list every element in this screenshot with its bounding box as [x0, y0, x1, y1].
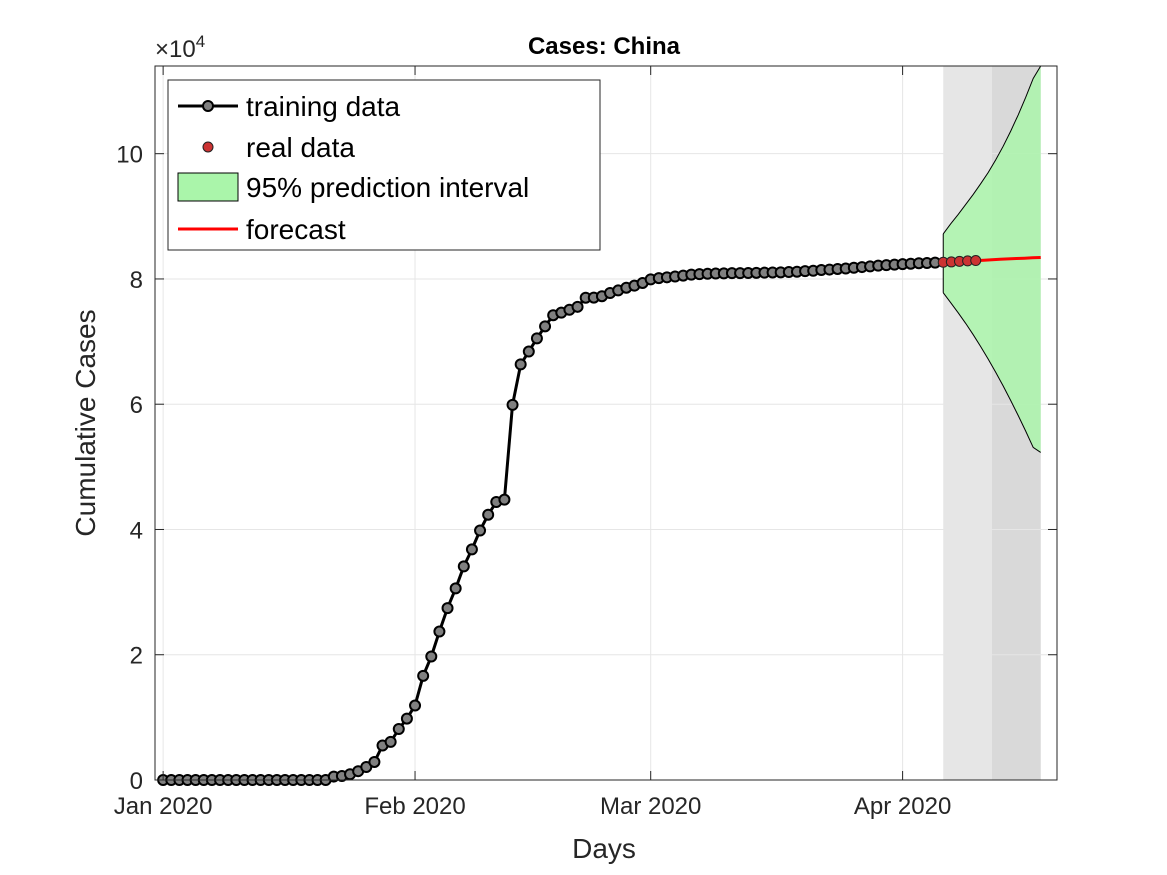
training-data-point: [465, 543, 478, 556]
y-tick-label-2: 4: [130, 517, 143, 544]
real-data-point: [970, 255, 982, 267]
training-data-point: [522, 345, 535, 358]
training-data-point: [392, 723, 405, 736]
training-data-point: [571, 300, 584, 313]
training-data-point: [409, 699, 422, 712]
x-tick-label-3: Apr 2020: [854, 793, 951, 820]
x-axis-label: Days: [572, 833, 636, 864]
legend-label-forecast: forecast: [246, 214, 346, 245]
legend-label-training-data: training data: [246, 91, 401, 122]
training-data-point: [417, 669, 430, 682]
training-data-point: [457, 560, 470, 573]
training-data-point: [441, 602, 454, 615]
training-data-point: [474, 524, 487, 537]
legend-item-training-data: training data: [178, 91, 401, 122]
prediction-interval-lower-edge: [942, 292, 1041, 453]
training-data-point: [530, 332, 543, 345]
x-tick-label-0: Jan 2020: [114, 793, 213, 820]
legend-label-prediction-interval: 95% prediction interval: [246, 172, 529, 203]
x-tick-label-1: Feb 2020: [364, 793, 465, 820]
tick-layer: Jan 2020 Feb 2020 Mar 2020 Apr 2020 0 2 4 6 8 10: [114, 66, 1057, 820]
legend-item-prediction-interval: 95% prediction interval: [177, 172, 529, 203]
training-data-point: [433, 625, 446, 638]
legend-swatch-prediction-band: [177, 172, 239, 202]
legend: training data real data 95% prediction i…: [167, 79, 601, 251]
y-tick-label-0: 0: [130, 768, 143, 795]
forecast-shade-region-0: [943, 66, 992, 780]
training-data-point: [506, 398, 519, 411]
y-tick-label-4: 8: [130, 267, 143, 294]
training-data-point: [498, 493, 511, 506]
y-tick-label-3: 6: [130, 392, 143, 419]
y-exponent-label: ×104: [155, 32, 205, 63]
y-tick-label-5: 10: [116, 142, 143, 169]
training-data-point: [384, 735, 397, 748]
legend-swatch-training-marker: [202, 100, 214, 112]
legend-item-forecast: forecast: [178, 214, 346, 245]
training-data-point: [539, 320, 552, 333]
chart-title: Cases: China: [528, 33, 681, 60]
training-data-point: [400, 712, 413, 725]
training-data-point: [482, 508, 495, 521]
legend-item-real-data: real data: [202, 132, 355, 163]
x-tick-label-2: Mar 2020: [600, 793, 701, 820]
y-axis-label: Cumulative Cases: [70, 309, 101, 536]
legend-swatch-real-marker: [202, 141, 214, 153]
training-data-point: [425, 650, 438, 663]
training-data-point: [514, 358, 527, 371]
legend-box: [167, 79, 601, 251]
legend-label-real-data: real data: [246, 132, 355, 163]
y-tick-label-1: 2: [130, 643, 143, 670]
training-data-point: [449, 582, 462, 595]
prediction-interval-upper-edge: [942, 65, 1042, 235]
y-exponent-power: 4: [196, 32, 205, 51]
training-data-point: [368, 755, 381, 768]
y-exponent-base: ×10: [155, 36, 196, 63]
axes-box: [154, 65, 1058, 781]
